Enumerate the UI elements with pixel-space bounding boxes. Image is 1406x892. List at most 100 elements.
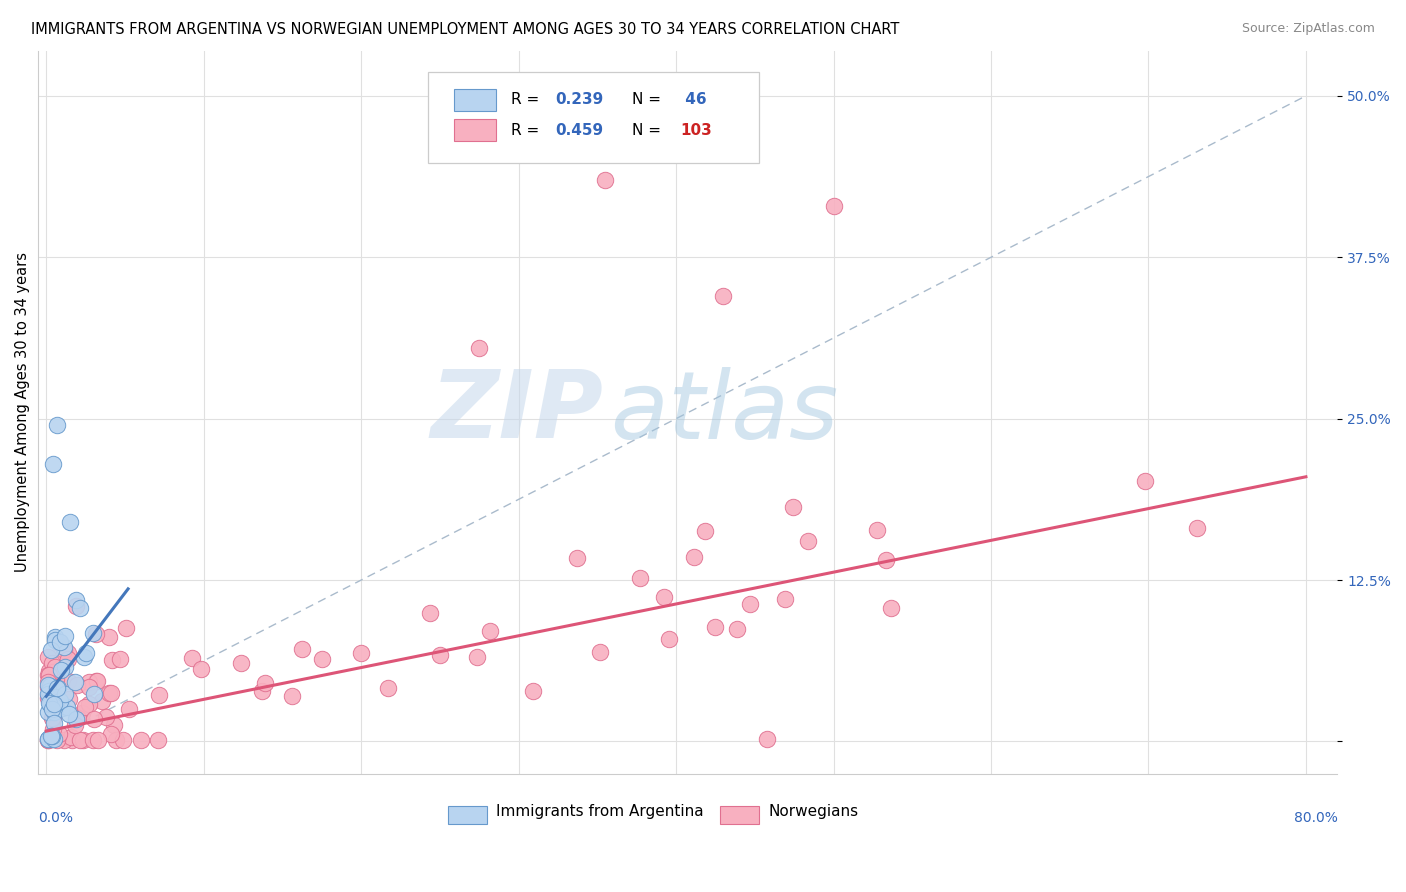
Point: [56, 674, 79, 689]
Bar: [447, 806, 486, 824]
Point: [77, 674, 100, 689]
Point: [565, 551, 588, 566]
Point: [37, 675, 59, 690]
Point: [48, 635, 70, 649]
Point: [180, 650, 202, 665]
Point: [69, 733, 91, 747]
Point: [652, 590, 675, 604]
Text: Immigrants from Argentina: Immigrants from Argentina: [495, 804, 703, 819]
Point: [49, 635, 72, 649]
Point: [45, 733, 67, 747]
Point: [53, 629, 76, 643]
Point: [46, 681, 69, 695]
Point: [1185, 521, 1208, 535]
Text: IMMIGRANTS FROM ARGENTINA VS NORWEGIAN UNEMPLOYMENT AMONG AGES 30 TO 34 YEARS CO: IMMIGRANTS FROM ARGENTINA VS NORWEGIAN U…: [31, 22, 900, 37]
Text: R =: R =: [512, 123, 544, 137]
Point: [52, 642, 75, 657]
Point: [41, 693, 63, 707]
Point: [65, 593, 87, 607]
Point: [58, 707, 80, 722]
Point: [797, 534, 820, 549]
Point: [103, 718, 125, 732]
Point: [1135, 475, 1157, 489]
Point: [37, 705, 59, 719]
Point: [628, 571, 651, 585]
Point: [115, 621, 138, 635]
Text: atlas: atlas: [610, 367, 838, 458]
Point: [725, 622, 748, 636]
Point: [37, 680, 59, 694]
Point: [73, 650, 96, 665]
Point: [41, 711, 63, 725]
Point: [44, 659, 66, 673]
Point: [104, 733, 127, 747]
Point: [37, 733, 59, 747]
Point: [467, 649, 489, 664]
Point: [84, 674, 107, 689]
Point: [377, 681, 399, 695]
Point: [37, 733, 59, 747]
Point: [63, 674, 86, 689]
Point: [522, 684, 544, 698]
Text: ZIP: ZIP: [430, 367, 603, 458]
Point: [37, 650, 59, 665]
Point: [773, 592, 796, 607]
Point: [82, 733, 104, 747]
Point: [41, 457, 63, 471]
Point: [823, 199, 845, 213]
Point: [59, 515, 82, 529]
Point: [38, 697, 60, 711]
Point: [468, 341, 491, 355]
Point: [56, 646, 79, 660]
Point: [117, 701, 139, 715]
Text: 0.0%: 0.0%: [38, 812, 73, 825]
Text: 46: 46: [681, 93, 707, 107]
Point: [589, 645, 612, 659]
Text: 0.459: 0.459: [555, 123, 603, 137]
Point: [738, 597, 761, 611]
Point: [44, 630, 66, 644]
Point: [49, 663, 72, 677]
Point: [96, 710, 118, 724]
Point: [86, 673, 108, 688]
Point: [48, 727, 70, 741]
Point: [66, 711, 89, 725]
Point: [66, 678, 89, 692]
Point: [65, 712, 87, 726]
Point: [782, 500, 804, 515]
Point: [129, 733, 152, 747]
Point: [83, 712, 105, 726]
Point: [703, 620, 725, 634]
Point: [55, 699, 77, 714]
Point: [82, 625, 104, 640]
Point: [56, 652, 79, 666]
Point: [98, 686, 121, 700]
Point: [42, 665, 65, 680]
Point: [755, 732, 778, 747]
Point: [42, 712, 65, 726]
Point: [41, 656, 63, 670]
Point: [419, 606, 441, 620]
Point: [52, 733, 75, 747]
Bar: [454, 89, 495, 111]
Point: [77, 697, 100, 711]
Point: [83, 687, 105, 701]
Point: [350, 646, 373, 660]
Point: [683, 550, 706, 565]
Point: [41, 722, 63, 736]
Point: [42, 705, 65, 719]
Y-axis label: Unemployment Among Ages 30 to 34 years: Unemployment Among Ages 30 to 34 years: [15, 252, 30, 573]
Text: Source: ZipAtlas.com: Source: ZipAtlas.com: [1241, 22, 1375, 36]
Point: [41, 701, 63, 715]
Point: [65, 718, 87, 732]
Point: [250, 684, 273, 698]
Point: [593, 173, 616, 187]
Point: [72, 733, 94, 747]
Point: [111, 733, 134, 747]
Text: 0.239: 0.239: [555, 93, 603, 107]
Point: [101, 653, 124, 667]
Point: [44, 632, 66, 647]
Point: [254, 676, 277, 690]
Text: 103: 103: [681, 123, 711, 137]
Point: [281, 689, 304, 703]
